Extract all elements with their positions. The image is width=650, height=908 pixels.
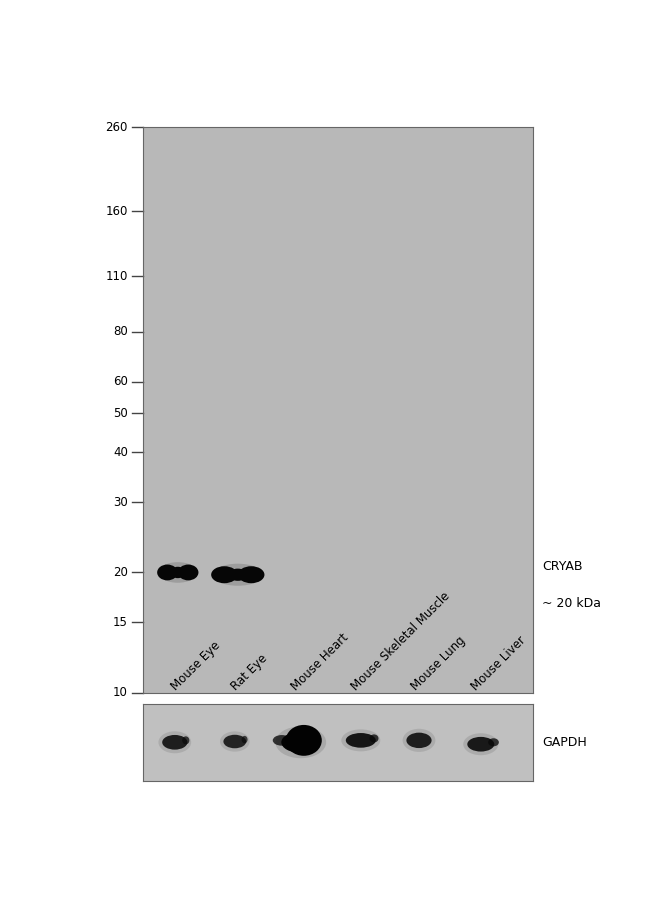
Text: 160: 160 [105,205,128,218]
Ellipse shape [228,568,248,581]
Ellipse shape [158,562,198,583]
Text: ~ 20 kDa: ~ 20 kDa [542,597,601,610]
Text: 50: 50 [113,407,128,419]
Ellipse shape [281,732,320,753]
Ellipse shape [346,733,376,747]
Ellipse shape [220,731,250,752]
Ellipse shape [162,735,187,750]
Ellipse shape [273,735,291,745]
Text: Mouse Skeletal Muscle: Mouse Skeletal Muscle [348,589,452,693]
Ellipse shape [182,736,189,745]
Ellipse shape [157,565,177,580]
Text: Mouse Eye: Mouse Eye [168,638,223,693]
Text: 80: 80 [113,325,128,339]
Ellipse shape [238,567,265,583]
Text: 40: 40 [113,446,128,459]
Ellipse shape [488,738,499,746]
Ellipse shape [211,567,237,583]
Text: Rat Eye: Rat Eye [229,652,270,693]
Ellipse shape [402,729,436,752]
Text: 110: 110 [105,270,128,283]
Ellipse shape [242,735,248,744]
Ellipse shape [369,735,378,743]
Text: GAPDH: GAPDH [542,735,587,749]
Ellipse shape [159,731,191,754]
Text: CRYAB: CRYAB [542,560,582,573]
Text: Mouse Heart: Mouse Heart [289,631,351,693]
Ellipse shape [286,725,322,755]
Ellipse shape [341,729,380,751]
Text: 260: 260 [105,121,128,133]
Text: 20: 20 [113,566,128,579]
Ellipse shape [276,726,326,758]
Text: 60: 60 [113,375,128,389]
Ellipse shape [170,567,185,578]
Ellipse shape [178,565,198,580]
Ellipse shape [463,734,499,755]
Text: 10: 10 [113,686,128,699]
Text: Mouse Liver: Mouse Liver [469,634,528,693]
Ellipse shape [213,564,263,586]
Ellipse shape [406,733,432,748]
Text: 30: 30 [113,496,128,508]
Text: Mouse Lung: Mouse Lung [409,634,468,693]
Ellipse shape [224,735,246,748]
Ellipse shape [467,737,494,752]
Text: 15: 15 [113,616,128,629]
